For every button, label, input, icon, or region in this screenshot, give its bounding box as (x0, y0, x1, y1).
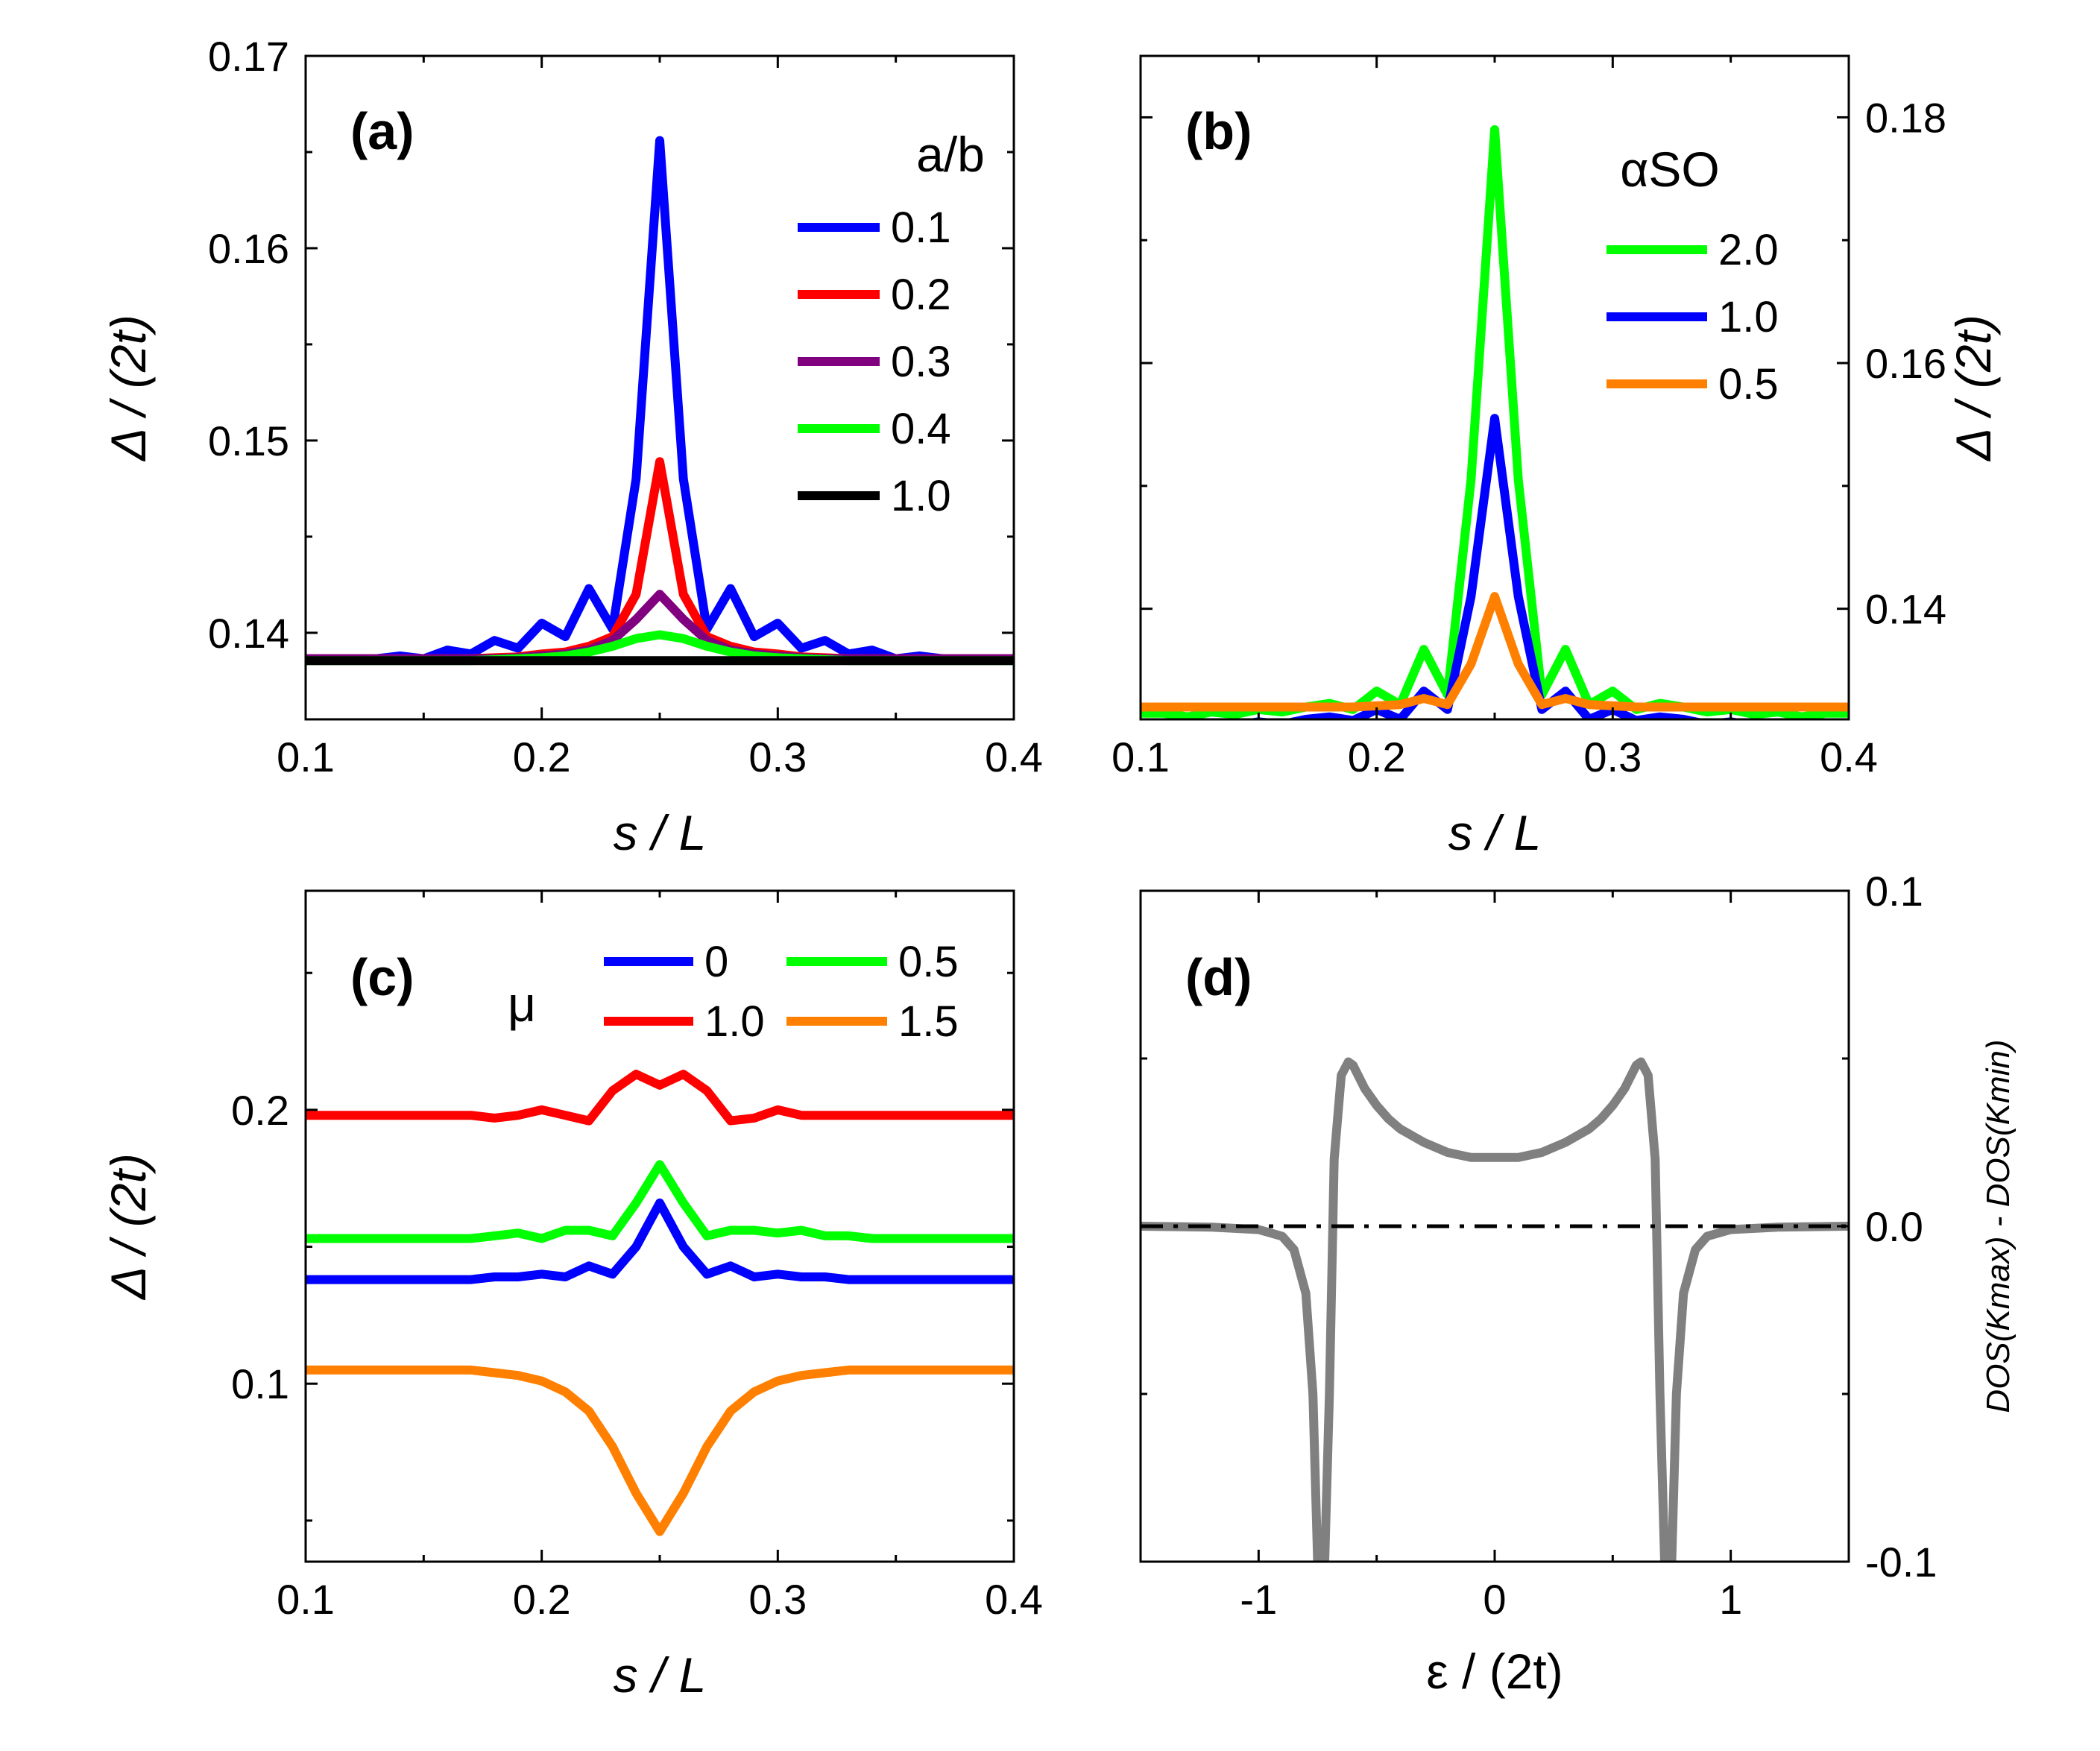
panel-a-legend-entry: 1.0 (891, 472, 951, 520)
panel-b-x-tick-label: 0.2 (1348, 733, 1406, 780)
panel-c-legend-entry: 1.0 (704, 997, 765, 1046)
panel-a-x-axis-title: s / L (614, 805, 707, 860)
panel-d-plot-area (1141, 1057, 1849, 1562)
panel-b-series-line-0-5 (1141, 592, 1849, 712)
panel-c-series-line-1-5 (306, 1365, 1014, 1536)
panel-c-series-line-0 (306, 1198, 1014, 1284)
panel-d-y-axis-title: DOS(Kmax) - DOS(Kmin) (1980, 1039, 2017, 1413)
panel-c-series-line-0-5 (306, 1160, 1014, 1243)
panel-d-x-tick-label: -1 (1240, 1576, 1277, 1623)
panel-a-y-axis-title: Δ / (2t) (101, 315, 156, 462)
panel-d-x-axis-title: ε / (2t) (1426, 1644, 1563, 1699)
panel-d-y-tick-label: -0.1 (1865, 1539, 1937, 1586)
panel-c: 0.1 0.2 0.3 0.4 0.1 0.2 s / L Δ / (2t) (c) μ 0 1.0 0… (101, 889, 1043, 1703)
panel-a-plot-area (306, 136, 1014, 666)
panel-c-legend-entry: 0 (704, 938, 728, 986)
panel-c-plot-area (306, 1070, 1014, 1536)
panel-b-label: (b) (1185, 102, 1252, 160)
panel-b-plot-area (1141, 124, 1849, 719)
panel-b-x-tick-label: 0.4 (1820, 733, 1878, 780)
panel-c-legend-entry: 0.5 (898, 938, 959, 986)
panel-a: 0.1 0.2 0.3 0.4 0.14 0.15 0.16 0.17 s / L Δ / (2t… (101, 33, 1043, 860)
panel-b-y-tick-label: 0.16 (1865, 340, 1946, 387)
panel-d: -1 0 1 -0.1 0.0 0.1 ε / (2t) DOS(Kmax) - DOS(Km… (1139, 868, 2017, 1699)
panel-b-x-tick-label: 0.3 (1583, 733, 1642, 780)
panel-c-x-tick-label: 0.4 (985, 1576, 1043, 1623)
panel-b-legend-entry: 2.0 (1718, 226, 1779, 274)
panel-c-label: (c) (350, 948, 414, 1006)
panel-a-label: (a) (350, 102, 414, 160)
panel-d-y-tick-label: 0.0 (1865, 1203, 1923, 1250)
panel-d-series-line-dos-difference (1141, 1057, 1849, 1562)
panel-b-legend-entry: 1.0 (1718, 293, 1779, 341)
panel-a-legend-entry: 0.2 (891, 271, 951, 319)
panel-a-x-tick-label: 0.4 (985, 733, 1043, 780)
panel-b-series-line-1-0 (1245, 414, 1744, 719)
panel-d-y-tick-label: 0.1 (1865, 868, 1923, 915)
panel-a-x-tick-label: 0.2 (513, 733, 571, 780)
panel-a-x-tick-label: 0.1 (277, 733, 335, 780)
panel-c-x-tick-label: 0.2 (513, 1576, 571, 1623)
panel-b-legend: αSO 2.0 1.0 0.5 (1606, 142, 1779, 408)
panel-c-series-line-1-0 (306, 1070, 1014, 1126)
panel-b: 0.1 0.2 0.3 0.4 0.14 0.16 0.18 s / L Δ / (2t) (b)… (1112, 54, 2001, 860)
panel-c-x-tick-label: 0.3 (748, 1576, 807, 1623)
panel-c-legend-entry: 1.5 (898, 997, 959, 1046)
panel-a-y-tick-label: 0.16 (208, 225, 289, 272)
panel-d-x-tick-label: 1 (1719, 1576, 1742, 1623)
panel-b-y-axis-title: Δ / (2t) (1946, 315, 2001, 462)
panel-d-x-tick-label: 0 (1483, 1576, 1506, 1623)
panel-a-legend-title: a/b (916, 127, 985, 182)
panel-b-y-tick-label: 0.18 (1865, 94, 1946, 141)
panel-a-series-line-0-3 (306, 590, 1014, 663)
panel-a-y-tick-label: 0.17 (208, 33, 289, 80)
panel-b-legend-entry: 0.5 (1718, 360, 1779, 408)
panel-c-y-axis-title: Δ / (2t) (101, 1153, 156, 1301)
panel-c-y-tick-label: 0.1 (231, 1360, 289, 1407)
panel-c-legend-title: μ (508, 977, 536, 1032)
panel-b-y-tick-label: 0.14 (1865, 586, 1946, 633)
panel-a-legend-entry: 0.3 (891, 338, 951, 386)
panel-d-label: (d) (1185, 948, 1252, 1006)
panel-a-legend: a/b 0.1 0.2 0.3 0.4 1.0 (798, 127, 985, 520)
panel-a-y-tick-label: 0.14 (208, 610, 289, 657)
panel-a-x-tick-label: 0.3 (748, 733, 807, 780)
panel-c-x-tick-label: 0.1 (277, 1576, 335, 1623)
panel-c-y-tick-label: 0.2 (231, 1087, 289, 1134)
panel-c-x-axis-title: s / L (614, 1647, 707, 1703)
panel-a-y-tick-label: 0.15 (208, 417, 289, 464)
panel-a-legend-entry: 0.4 (891, 405, 951, 453)
panel-b-legend-title: αSO (1620, 142, 1720, 197)
panel-b-x-tick-label: 0.1 (1112, 733, 1170, 780)
panel-b-x-axis-title: s / L (1448, 805, 1542, 860)
panel-a-legend-entry: 0.1 (891, 204, 951, 252)
panel-c-legend: μ 0 1.0 0.5 1.5 (508, 938, 959, 1046)
